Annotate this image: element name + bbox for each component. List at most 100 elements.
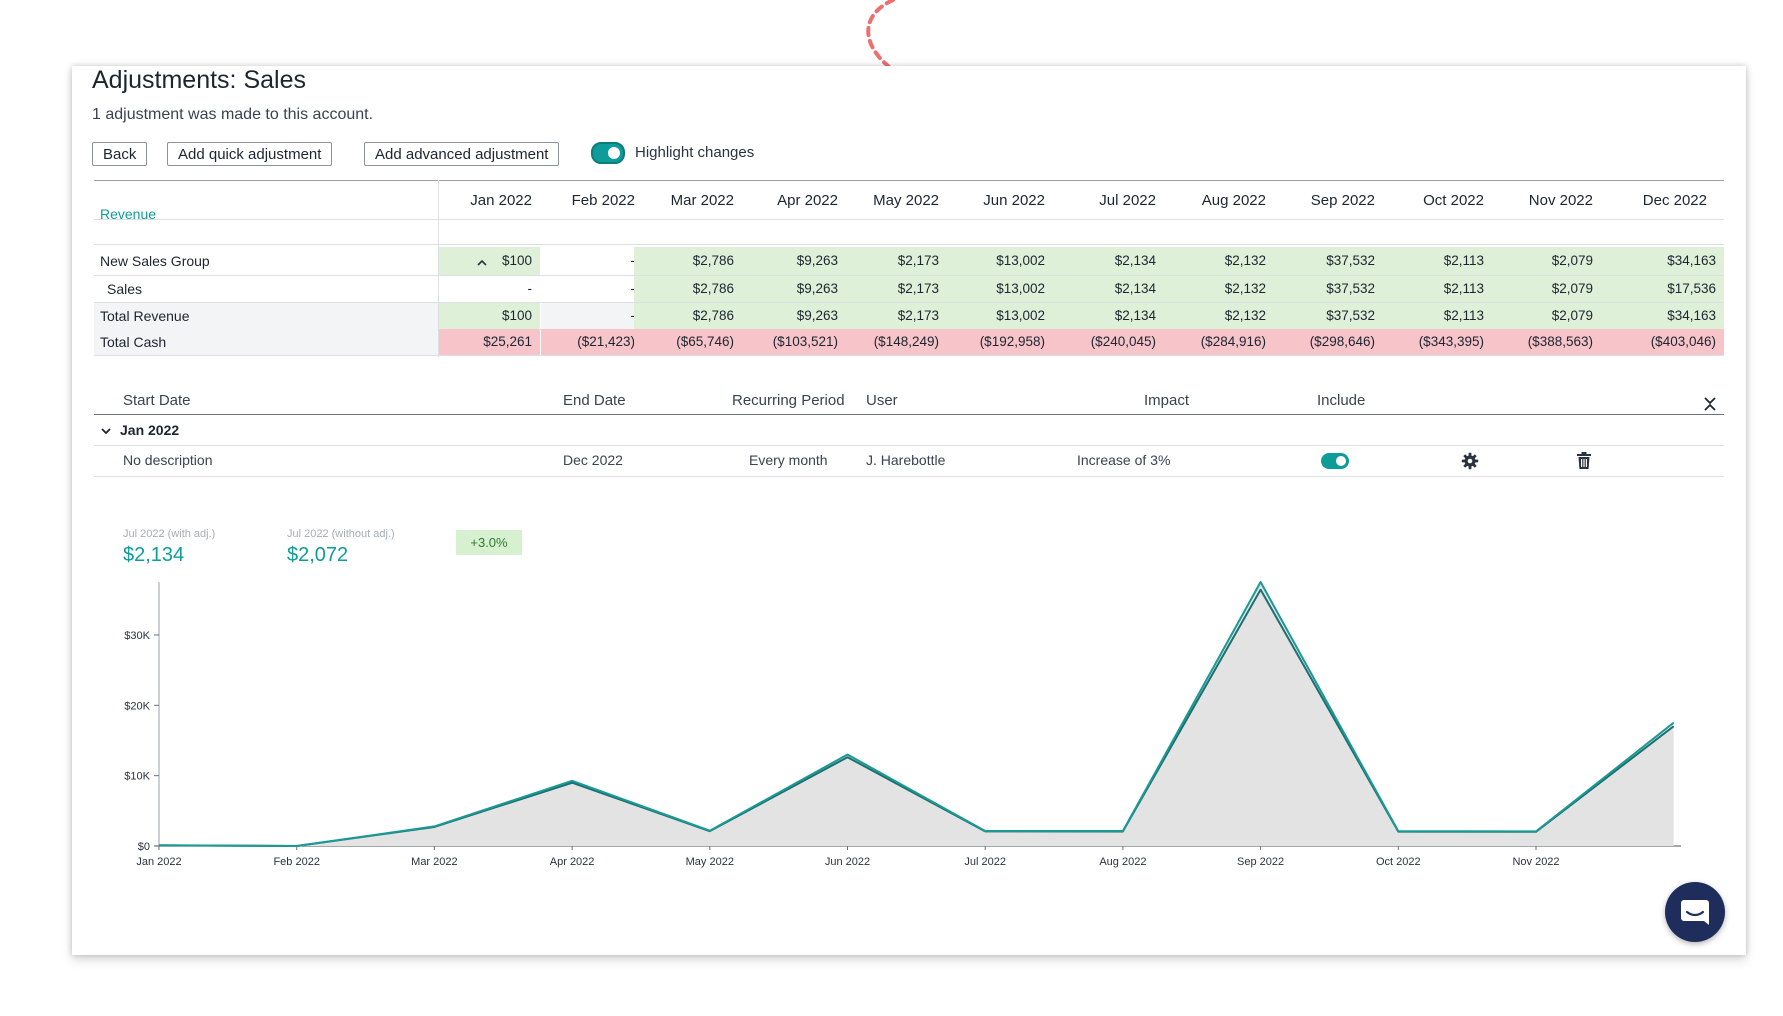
table-cell: $25,261 <box>439 329 540 355</box>
back-button[interactable]: Back <box>92 142 148 166</box>
table-cell: $2,134 <box>1045 276 1164 302</box>
table-header-border <box>94 219 1724 220</box>
table-cell: $34,163 <box>1593 303 1724 329</box>
trash-icon[interactable] <box>1576 452 1592 470</box>
page-title: Adjustments: Sales <box>92 66 306 94</box>
table-cell: $17,536 <box>1593 276 1724 302</box>
user-header: User <box>866 392 898 409</box>
recurring-period-header: Recurring Period <box>732 392 845 409</box>
month-header: Jun 2022 <box>983 192 1045 209</box>
month-header: Dec 2022 <box>1642 192 1707 209</box>
include-header: Include <box>1317 392 1366 409</box>
month-header: Nov 2022 <box>1528 192 1593 209</box>
start-date-header: Start Date <box>123 392 191 409</box>
adjustment-group-label[interactable]: Jan 2022 <box>120 422 180 438</box>
table-cell: ($284,916) <box>1156 329 1274 355</box>
row-label-background <box>94 329 438 355</box>
series-line-with-adjustment <box>158 581 1675 847</box>
impact-header: Impact <box>1144 392 1190 409</box>
highlight-changes-toggle[interactable] <box>591 142 625 164</box>
without-adjustment-value: $2,072 <box>287 544 349 566</box>
table-cell: $100 <box>439 247 540 275</box>
revenue-section-label[interactable]: Revenue <box>100 206 157 222</box>
table-cell: $2,134 <box>1045 247 1164 275</box>
table-col-divider <box>438 180 439 357</box>
table-cell: $37,532 <box>1266 276 1383 302</box>
x-tick-label: May 2022 <box>686 856 734 868</box>
chevron-up-icon[interactable] <box>476 258 488 268</box>
table-cell: $2,173 <box>838 247 947 275</box>
delta-badge: +3.0% <box>456 530 522 555</box>
table-row-border <box>94 355 1724 356</box>
adjustments-panel: Adjustments: Sales 1 adjustment was made… <box>72 66 1746 955</box>
table-cell: $2,132 <box>1156 276 1274 302</box>
x-tick-label: Aug 2022 <box>1099 856 1146 868</box>
adjustment-impact: Increase of 3% <box>1077 452 1171 468</box>
table-cell: $37,532 <box>1266 247 1383 275</box>
table-cell: ($148,249) <box>838 329 947 355</box>
x-tick-label: Jan 2022 <box>136 856 181 868</box>
chat-icon <box>1681 900 1709 925</box>
y-tick-label: $20K <box>124 700 150 712</box>
table-cell: - <box>541 303 643 329</box>
x-tick-label: Jul 2022 <box>964 856 1006 868</box>
table-cell: $2,079 <box>1484 247 1601 275</box>
y-tick-label: $0 <box>138 841 150 853</box>
table-row-border <box>94 275 1724 276</box>
table-cell: $100 <box>439 303 540 329</box>
y-tick-label: $10K <box>124 771 150 783</box>
table-cell: - <box>527 281 533 296</box>
gear-icon[interactable] <box>1461 452 1479 470</box>
y-tick-label: $30K <box>124 630 150 642</box>
table-cell: ($103,521) <box>734 329 846 355</box>
table-cell: $2,079 <box>1484 303 1601 329</box>
x-tick-label: Apr 2022 <box>550 856 595 868</box>
series-area <box>159 582 1674 846</box>
row-label: Total Cash <box>100 334 167 350</box>
revenue-chart: $0 $10K $20K $30K Jan 2022 Feb 2022 Mar 2022 Ap… <box>124 581 1681 868</box>
table-cell: ($192,958) <box>939 329 1053 355</box>
table-cell: $2,132 <box>1156 303 1274 329</box>
x-tick-label: Mar 2022 <box>411 856 457 868</box>
table-cell: ($388,563) <box>1484 329 1601 355</box>
adjustments-header-border <box>94 414 1724 415</box>
include-toggle[interactable] <box>1321 453 1349 469</box>
month-header: Aug 2022 <box>1201 192 1266 209</box>
with-adjustment-label: Jul 2022 (with adj.) <box>123 528 216 540</box>
table-cell: ($240,045) <box>1045 329 1164 355</box>
chat-launcher-button[interactable] <box>1665 882 1725 942</box>
collapse-icon[interactable] <box>1703 396 1717 412</box>
table-cell: $2,786 <box>634 247 742 275</box>
add-quick-adjustment-button[interactable]: Add quick adjustment <box>167 142 333 166</box>
table-cell: $9,263 <box>734 247 846 275</box>
adjustment-recurring-period: Every month <box>749 452 828 468</box>
table-cell: $2,173 <box>838 303 947 329</box>
table-cell: $2,173 <box>838 276 947 302</box>
table-cell: $2,134 <box>1045 303 1164 329</box>
month-header: Jul 2022 <box>1099 192 1156 209</box>
table-cell: - <box>630 253 636 268</box>
table-top-border <box>94 180 1724 181</box>
month-header: Sep 2022 <box>1310 192 1375 209</box>
end-date-header: End Date <box>563 392 626 409</box>
x-tick-label: Nov 2022 <box>1512 856 1559 868</box>
row-label: New Sales Group <box>100 253 210 269</box>
table-cell: $9,263 <box>734 276 846 302</box>
x-tick-label: Feb 2022 <box>273 856 319 868</box>
table-cell: $13,002 <box>939 303 1053 329</box>
chevron-down-icon[interactable] <box>100 426 112 436</box>
with-adjustment-value: $2,134 <box>123 544 185 566</box>
toggle-knob <box>1335 455 1347 467</box>
table-cell: $2,113 <box>1375 303 1492 329</box>
table-cell: $34,163 <box>1593 247 1724 275</box>
table-cell: $37,532 <box>1266 303 1383 329</box>
table-cell: $2,786 <box>634 276 742 302</box>
table-cell: $13,002 <box>939 247 1053 275</box>
month-header: Jan 2022 <box>470 192 532 209</box>
table-cell: ($65,746) <box>634 329 742 355</box>
add-advanced-adjustment-button[interactable]: Add advanced adjustment <box>364 142 560 166</box>
table-cell: - <box>630 281 636 296</box>
table-cell: $2,079 <box>1484 276 1601 302</box>
without-adjustment-label: Jul 2022 (without adj.) <box>287 528 395 540</box>
month-header: Oct 2022 <box>1423 192 1484 209</box>
